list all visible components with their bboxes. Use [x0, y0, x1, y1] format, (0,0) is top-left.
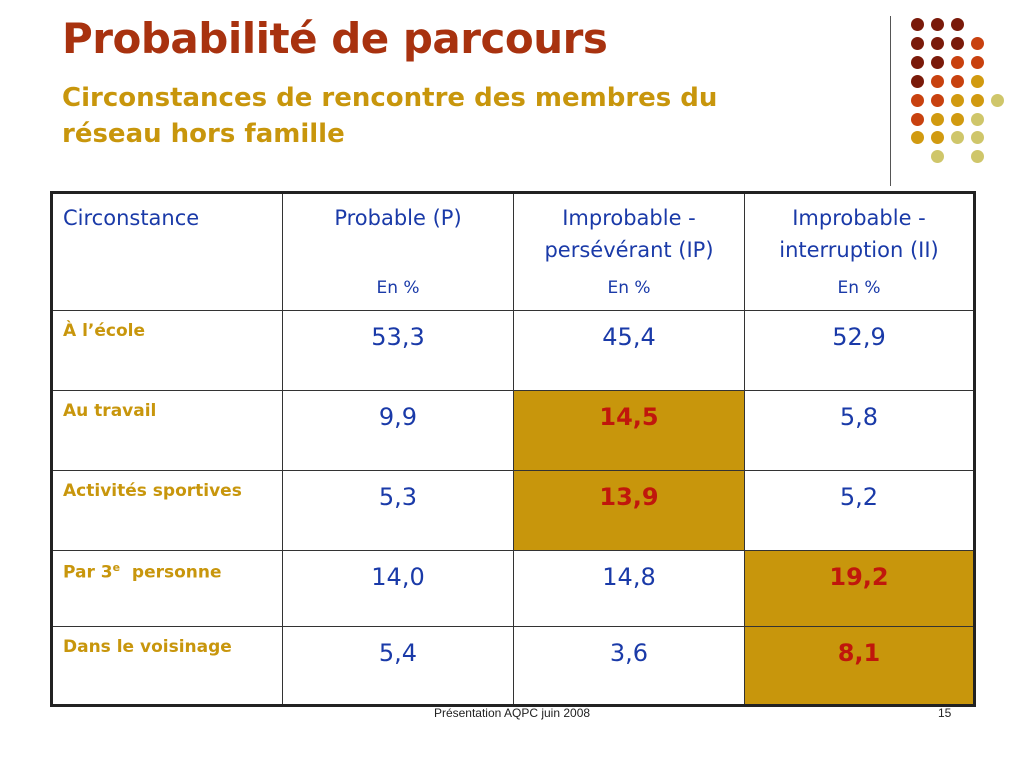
- value-cell: 8,1: [744, 626, 975, 706]
- decorative-dot: [970, 74, 984, 88]
- value-cell: 9,9: [282, 390, 514, 471]
- decorative-dot: [970, 93, 984, 107]
- value-cell: 14,5: [513, 390, 745, 471]
- header-improbable-perseverant: Improbable - persévérant (IP) En %: [513, 192, 745, 311]
- value-cell: 5,3: [282, 470, 514, 551]
- table-row: Par 3e personne 14,0 14,8 19,2: [51, 550, 975, 627]
- decorative-dot: [930, 149, 944, 163]
- header-improbable-interruption: Improbable - interruption (II) En %: [744, 192, 975, 311]
- decorative-dot: [910, 112, 924, 126]
- header-unit: En %: [376, 278, 420, 298]
- decorative-dot: [950, 93, 964, 107]
- decorative-dot: [910, 36, 924, 50]
- value-cell: 5,4: [282, 626, 514, 706]
- decorative-dot: [970, 112, 984, 126]
- decorative-dot: [950, 74, 964, 88]
- decorative-dot: [950, 55, 964, 69]
- decorative-dot: [950, 112, 964, 126]
- decorative-dot: [930, 130, 944, 144]
- header-circonstance: Circonstance: [51, 192, 283, 311]
- row-label-superscript: e: [112, 561, 121, 574]
- decorative-dot: [910, 17, 924, 31]
- decorative-dot: [930, 74, 944, 88]
- decorative-dot: [990, 93, 1004, 107]
- decorative-dot: [930, 17, 944, 31]
- page-number: 15: [938, 706, 952, 720]
- decorative-dot: [910, 130, 924, 144]
- header-unit: En %: [607, 278, 651, 298]
- value-cell: 14,8: [513, 550, 745, 627]
- decorative-dot: [950, 17, 964, 31]
- decorative-dot: [970, 55, 984, 69]
- decorative-dot: [910, 74, 924, 88]
- decorative-dot: [970, 130, 984, 144]
- value-cell: 19,2: [744, 550, 975, 627]
- decorative-dot: [970, 149, 984, 163]
- value-cell: 5,2: [744, 470, 975, 551]
- value-cell: 5,8: [744, 390, 975, 471]
- decorative-dot: [930, 36, 944, 50]
- table-row: Activités sportives 5,3 13,9 5,2: [51, 470, 975, 551]
- header-label: Improbable - interruption (II): [779, 206, 939, 262]
- decorative-dot: [930, 93, 944, 107]
- decorative-dot: [950, 36, 964, 50]
- decorative-dot: [930, 112, 944, 126]
- row-label: Au travail: [51, 390, 283, 471]
- value-cell: 53,3: [282, 310, 514, 391]
- header-label: Circonstance: [63, 206, 200, 230]
- decorative-dot: [970, 36, 984, 50]
- row-label: Par 3e personne: [51, 550, 283, 627]
- value-cell: 45,4: [513, 310, 745, 391]
- table-row: Au travail 9,9 14,5 5,8: [51, 390, 975, 471]
- decorative-dot: [910, 93, 924, 107]
- table-row: À l’école 53,3 45,4 52,9: [51, 310, 975, 391]
- slide-subtitle: Circonstances de rencontre des membres d…: [62, 83, 718, 149]
- slide-footer: Présentation AQPC juin 2008: [433, 706, 591, 720]
- data-table: Circonstance Probable (P) En % Improbabl…: [50, 191, 976, 707]
- table-row: Dans le voisinage 5,4 3,6 8,1: [51, 626, 975, 706]
- row-label: Activités sportives: [51, 470, 283, 551]
- table-header-row: Circonstance Probable (P) En % Improbabl…: [51, 192, 975, 311]
- slide-title: Probabilité de parcours: [62, 14, 608, 63]
- header-probable: Probable (P) En %: [282, 192, 514, 311]
- row-label: Dans le voisinage: [51, 626, 283, 706]
- value-cell: 14,0: [282, 550, 514, 627]
- row-label-text: Par 3: [63, 562, 113, 583]
- header-label: Probable (P): [334, 206, 462, 230]
- value-cell: 13,9: [513, 470, 745, 551]
- decorative-divider: [890, 16, 891, 186]
- header-unit: En %: [837, 278, 881, 298]
- row-label: À l’école: [51, 310, 283, 391]
- value-cell: 52,9: [744, 310, 975, 391]
- header-label: Improbable - persévérant (IP): [544, 206, 714, 262]
- row-label-text: personne: [120, 562, 222, 583]
- decorative-dot: [950, 130, 964, 144]
- decorative-dot: [910, 55, 924, 69]
- decorative-dot: [930, 55, 944, 69]
- value-cell: 3,6: [513, 626, 745, 706]
